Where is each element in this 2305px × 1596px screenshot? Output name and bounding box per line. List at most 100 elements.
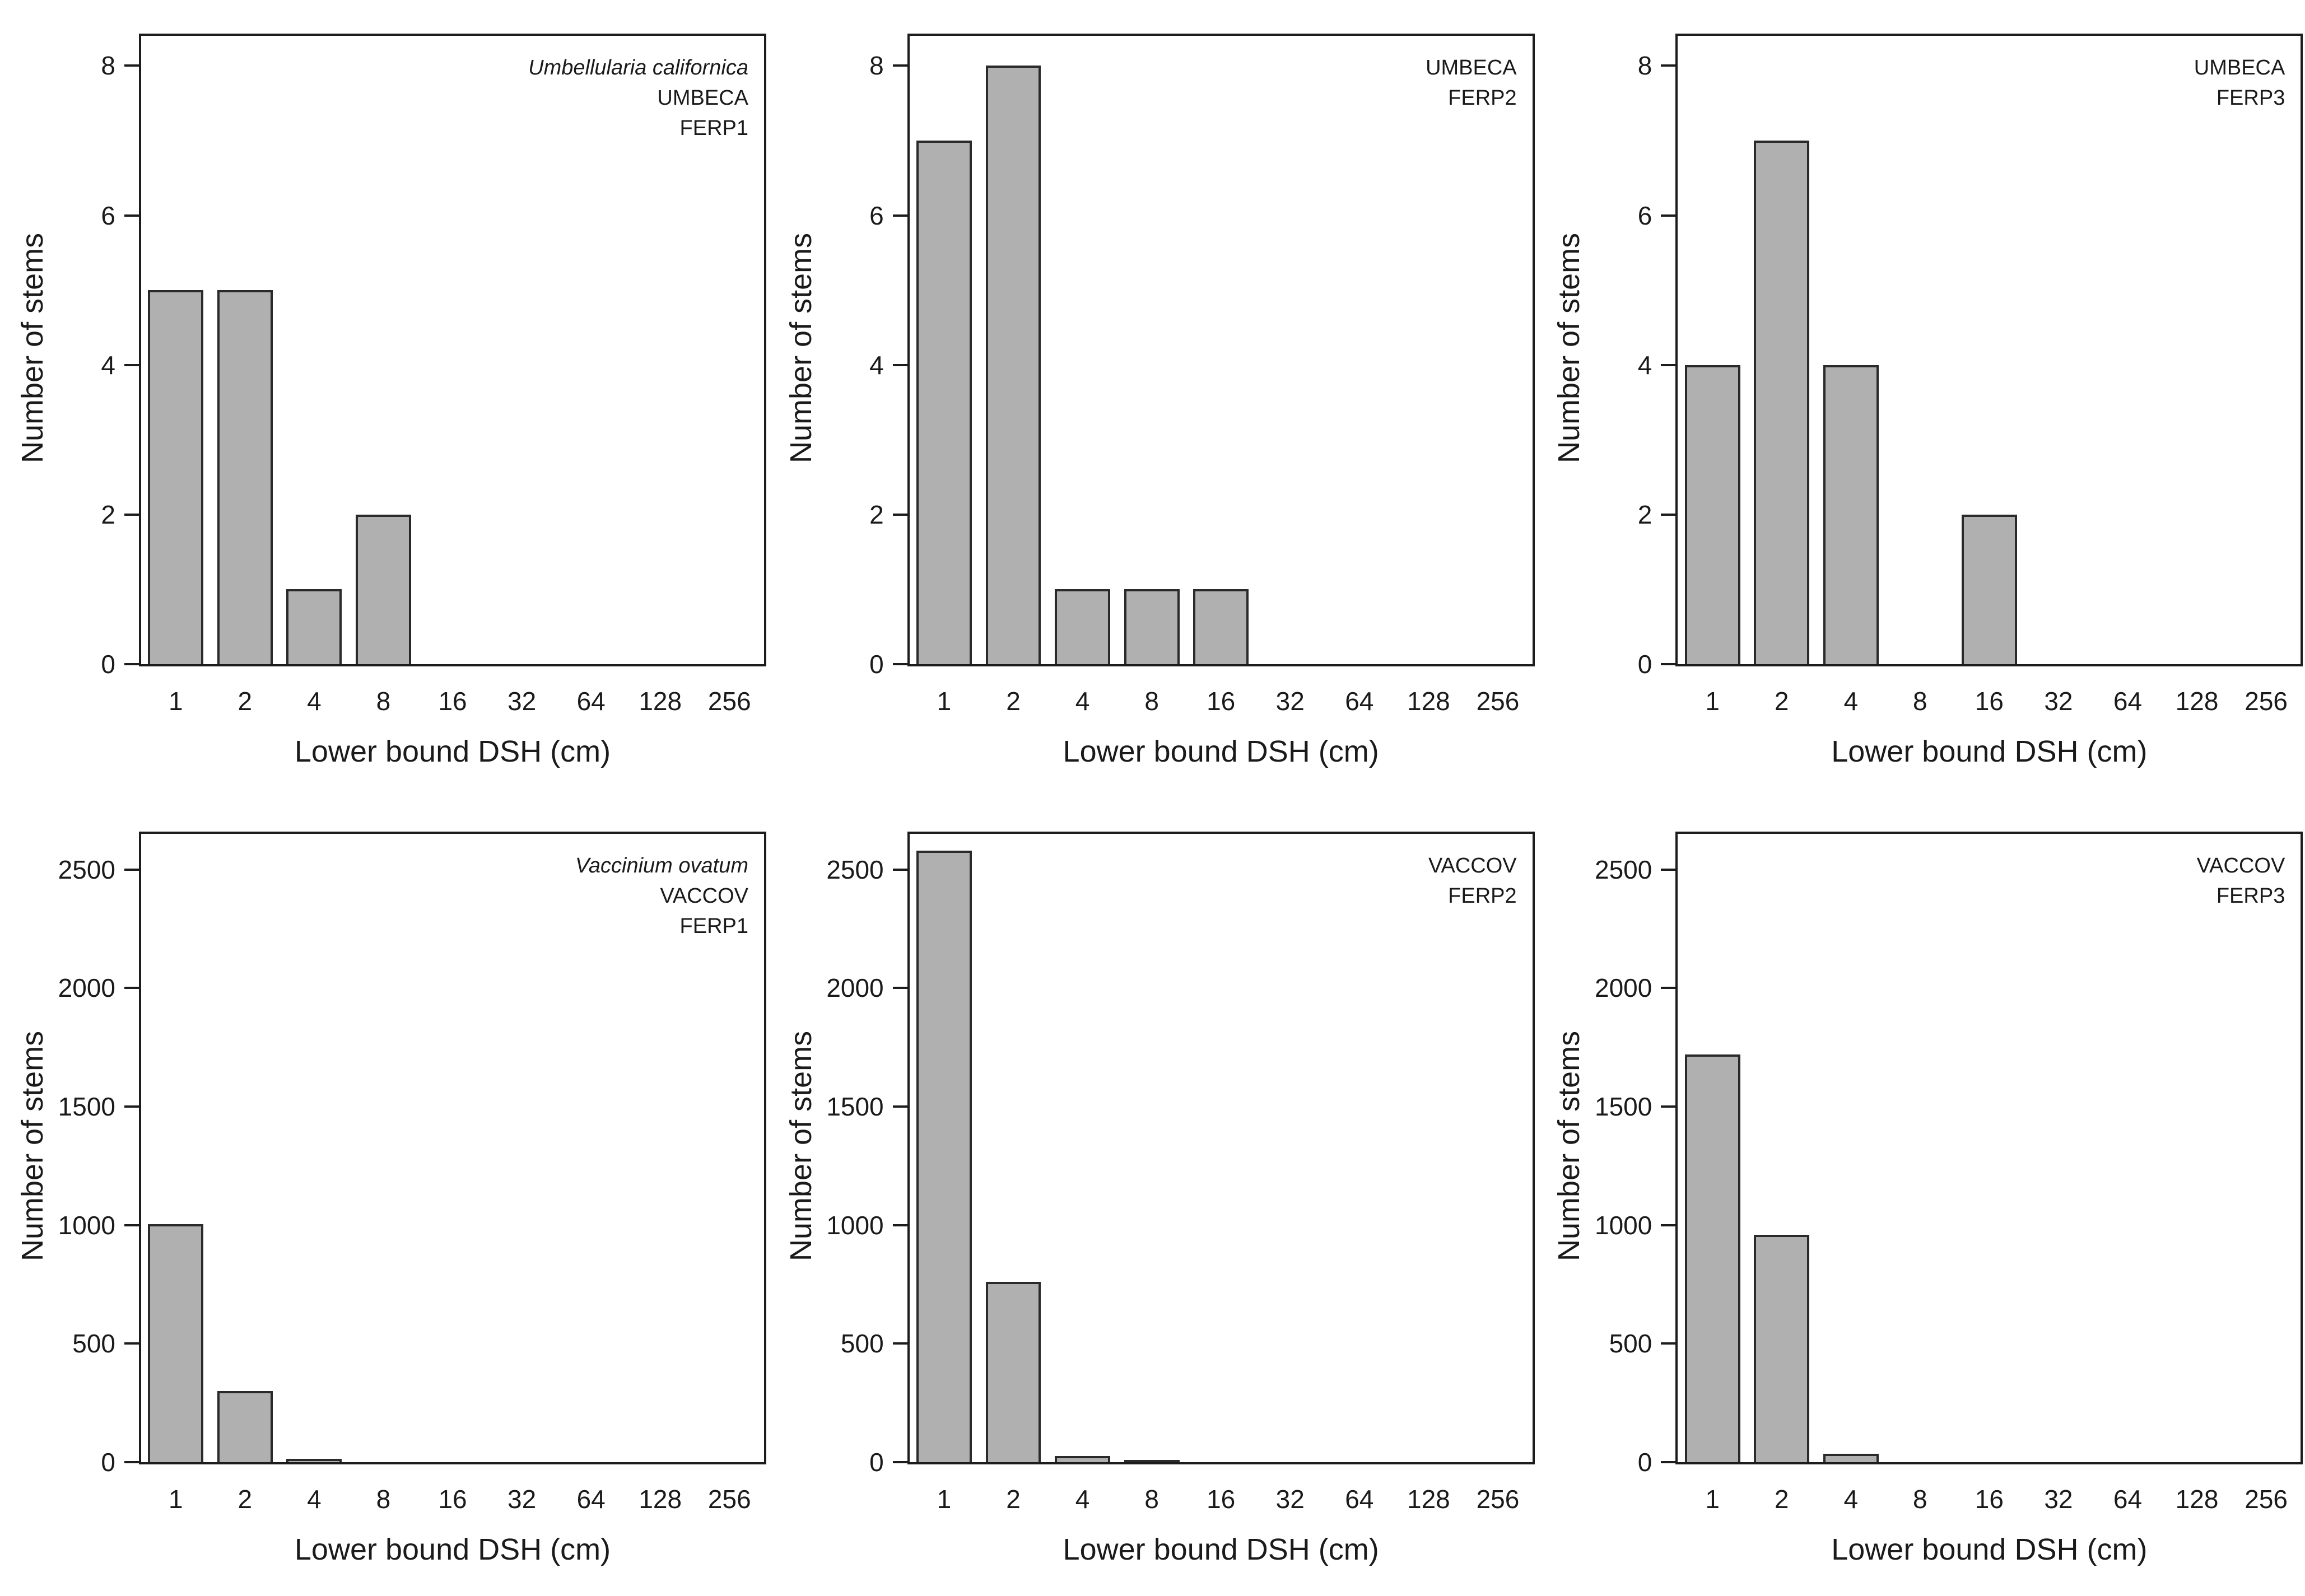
y-tick-mark [1661,214,1676,217]
x-tick-label: 2 [1774,687,1789,716]
species-code: VACCOV [2196,854,2285,878]
y-tick-label: 2000 [1594,973,1652,1003]
y-tick-label: 8 [101,51,115,81]
bar-dsh-4 [286,1458,342,1462]
x-tick-label: 16 [1975,1485,2004,1514]
x-axis-title: Lower bound DSH (cm) [294,735,611,768]
y-tick-mark [124,1105,139,1108]
y-tick-label: 0 [869,1448,884,1477]
y-tick-label: 2 [101,500,115,529]
x-tick-label: 64 [1345,1485,1374,1514]
y-tick-label: 1000 [58,1210,115,1240]
x-tick-label: 64 [1345,687,1374,716]
x-tick-label: 256 [2245,1485,2288,1514]
x-tick-label: 16 [1975,687,2004,716]
annotation: VACCOV FERP2 [1428,851,1517,911]
y-tick-mark [124,1342,139,1345]
y-tick-mark [124,868,139,871]
x-tick-label: 16 [438,687,467,716]
bar-dsh-2 [217,1390,273,1462]
y-tick-mark [124,987,139,990]
x-tick-label: 256 [1476,1485,1520,1514]
x-tick-label: 4 [307,1485,322,1514]
plot-area: Umbellularia californica UMBECA FERP1 0 2 4 6… [101,34,766,679]
bar-dsh-4 [1823,1454,1879,1462]
annotation: UMBECA FERP3 [2194,53,2285,113]
plot-area: UMBECA FERP3 0 2 4 6 8 [1638,34,2303,679]
y-tick-label: 4 [869,350,884,380]
y-tick-mark [892,1461,907,1463]
x-axis-labels: 1 2 4 8 16 32 64 128 256 [1678,1485,2301,1514]
chart-vaccov-ferp1: Number of stems Vaccinium ovatum VACCOV FE… [0,798,769,1596]
x-tick-label: 1 [1705,1485,1720,1514]
y-tick-mark [892,987,907,990]
x-axis-labels: 1 2 4 8 16 32 64 128 256 [141,687,764,716]
x-tick-label: 1 [168,687,183,716]
x-tick-label: 2 [238,687,253,716]
bar-dsh-4 [1055,1456,1110,1462]
x-tick-label: 4 [307,687,322,716]
y-axis-title: Number of stems [16,232,49,463]
x-tick-label: 64 [576,687,606,716]
x-tick-label: 1 [937,1485,952,1514]
x-tick-label: 4 [1843,1485,1859,1514]
x-tick-label: 2 [238,1485,253,1514]
x-tick-label: 128 [639,1485,682,1514]
x-tick-label: 32 [1275,1485,1305,1514]
y-tick-mark [1661,663,1676,665]
y-tick-mark [892,363,907,366]
y-tick-mark [1661,1224,1676,1226]
x-axis-title: Lower bound DSH (cm) [294,1533,611,1566]
bar-dsh-2 [985,1282,1041,1462]
chart-vaccov-ferp3: Number of stems VACCOV FERP3 0 500 1000 1500… [1536,798,2305,1596]
x-tick-label: 32 [507,1485,537,1514]
x-tick-label: 256 [707,687,751,716]
y-tick-mark [1661,987,1676,990]
y-tick-label: 8 [869,51,884,81]
plot-code: FERP2 [1448,86,1517,110]
x-tick-label: 32 [1275,687,1305,716]
x-axis-labels: 1 2 4 8 16 32 64 128 256 [910,687,1533,716]
bar-dsh-1 [1684,1054,1740,1462]
x-tick-label: 32 [507,687,537,716]
x-axis-labels: 1 2 4 8 16 32 64 128 256 [141,1485,764,1514]
y-tick-mark [124,663,139,665]
plot-area: UMBECA FERP2 0 2 4 6 8 [869,34,1535,679]
y-tick-mark [1661,513,1676,516]
y-axis-title: Number of stems [16,1030,49,1261]
y-tick-label: 0 [1637,1448,1652,1477]
y-tick-label: 2500 [1594,855,1652,884]
y-tick-mark [124,1461,139,1463]
annotation: VACCOV FERP3 [2197,851,2285,911]
y-tick-mark [124,1224,139,1226]
x-tick-label: 256 [2245,687,2288,716]
x-axis-title: Lower bound DSH (cm) [1063,1533,1379,1566]
y-tick-mark [124,363,139,366]
x-tick-label: 128 [2175,687,2219,716]
plot-area: VACCOV FERP2 0 500 1000 1500 2000 2500 [826,832,1535,1477]
y-tick-mark [1661,1105,1676,1108]
y-tick-label: 1500 [58,1091,115,1121]
x-tick-label: 64 [576,1485,606,1514]
annotation: Umbellularia californica UMBECA FERP1 [528,53,748,143]
x-tick-label: 128 [1407,1485,1450,1514]
y-tick-mark [892,214,907,217]
bar-dsh-1 [148,1224,204,1462]
x-tick-label: 1 [937,687,952,716]
annotation: Vaccinium ovatum VACCOV FERP1 [575,851,748,941]
plot-area: Vaccinium ovatum VACCOV FERP1 0 500 1000 1500… [58,832,766,1477]
bar-dsh-2 [985,66,1041,664]
x-tick-label: 4 [1075,687,1090,716]
x-axis-labels: 1 2 4 8 16 32 64 128 256 [910,1485,1533,1514]
y-tick-mark [124,513,139,516]
chart-umbeca-ferp1: Number of stems Umbellularia californica… [0,0,769,798]
bar-dsh-2 [1754,1234,1810,1462]
chart-umbeca-ferp2: Number of stems UMBECA FERP2 0 2 4 6 8 1 2 4 8 16… [769,0,1537,798]
bar-dsh-1 [1684,365,1740,664]
y-tick-label: 500 [1609,1329,1652,1359]
x-tick-label: 4 [1075,1485,1090,1514]
bar-dsh-4 [1055,589,1110,664]
x-tick-label: 8 [376,1485,391,1514]
y-tick-mark [1661,1342,1676,1345]
x-tick-label: 64 [2113,687,2143,716]
